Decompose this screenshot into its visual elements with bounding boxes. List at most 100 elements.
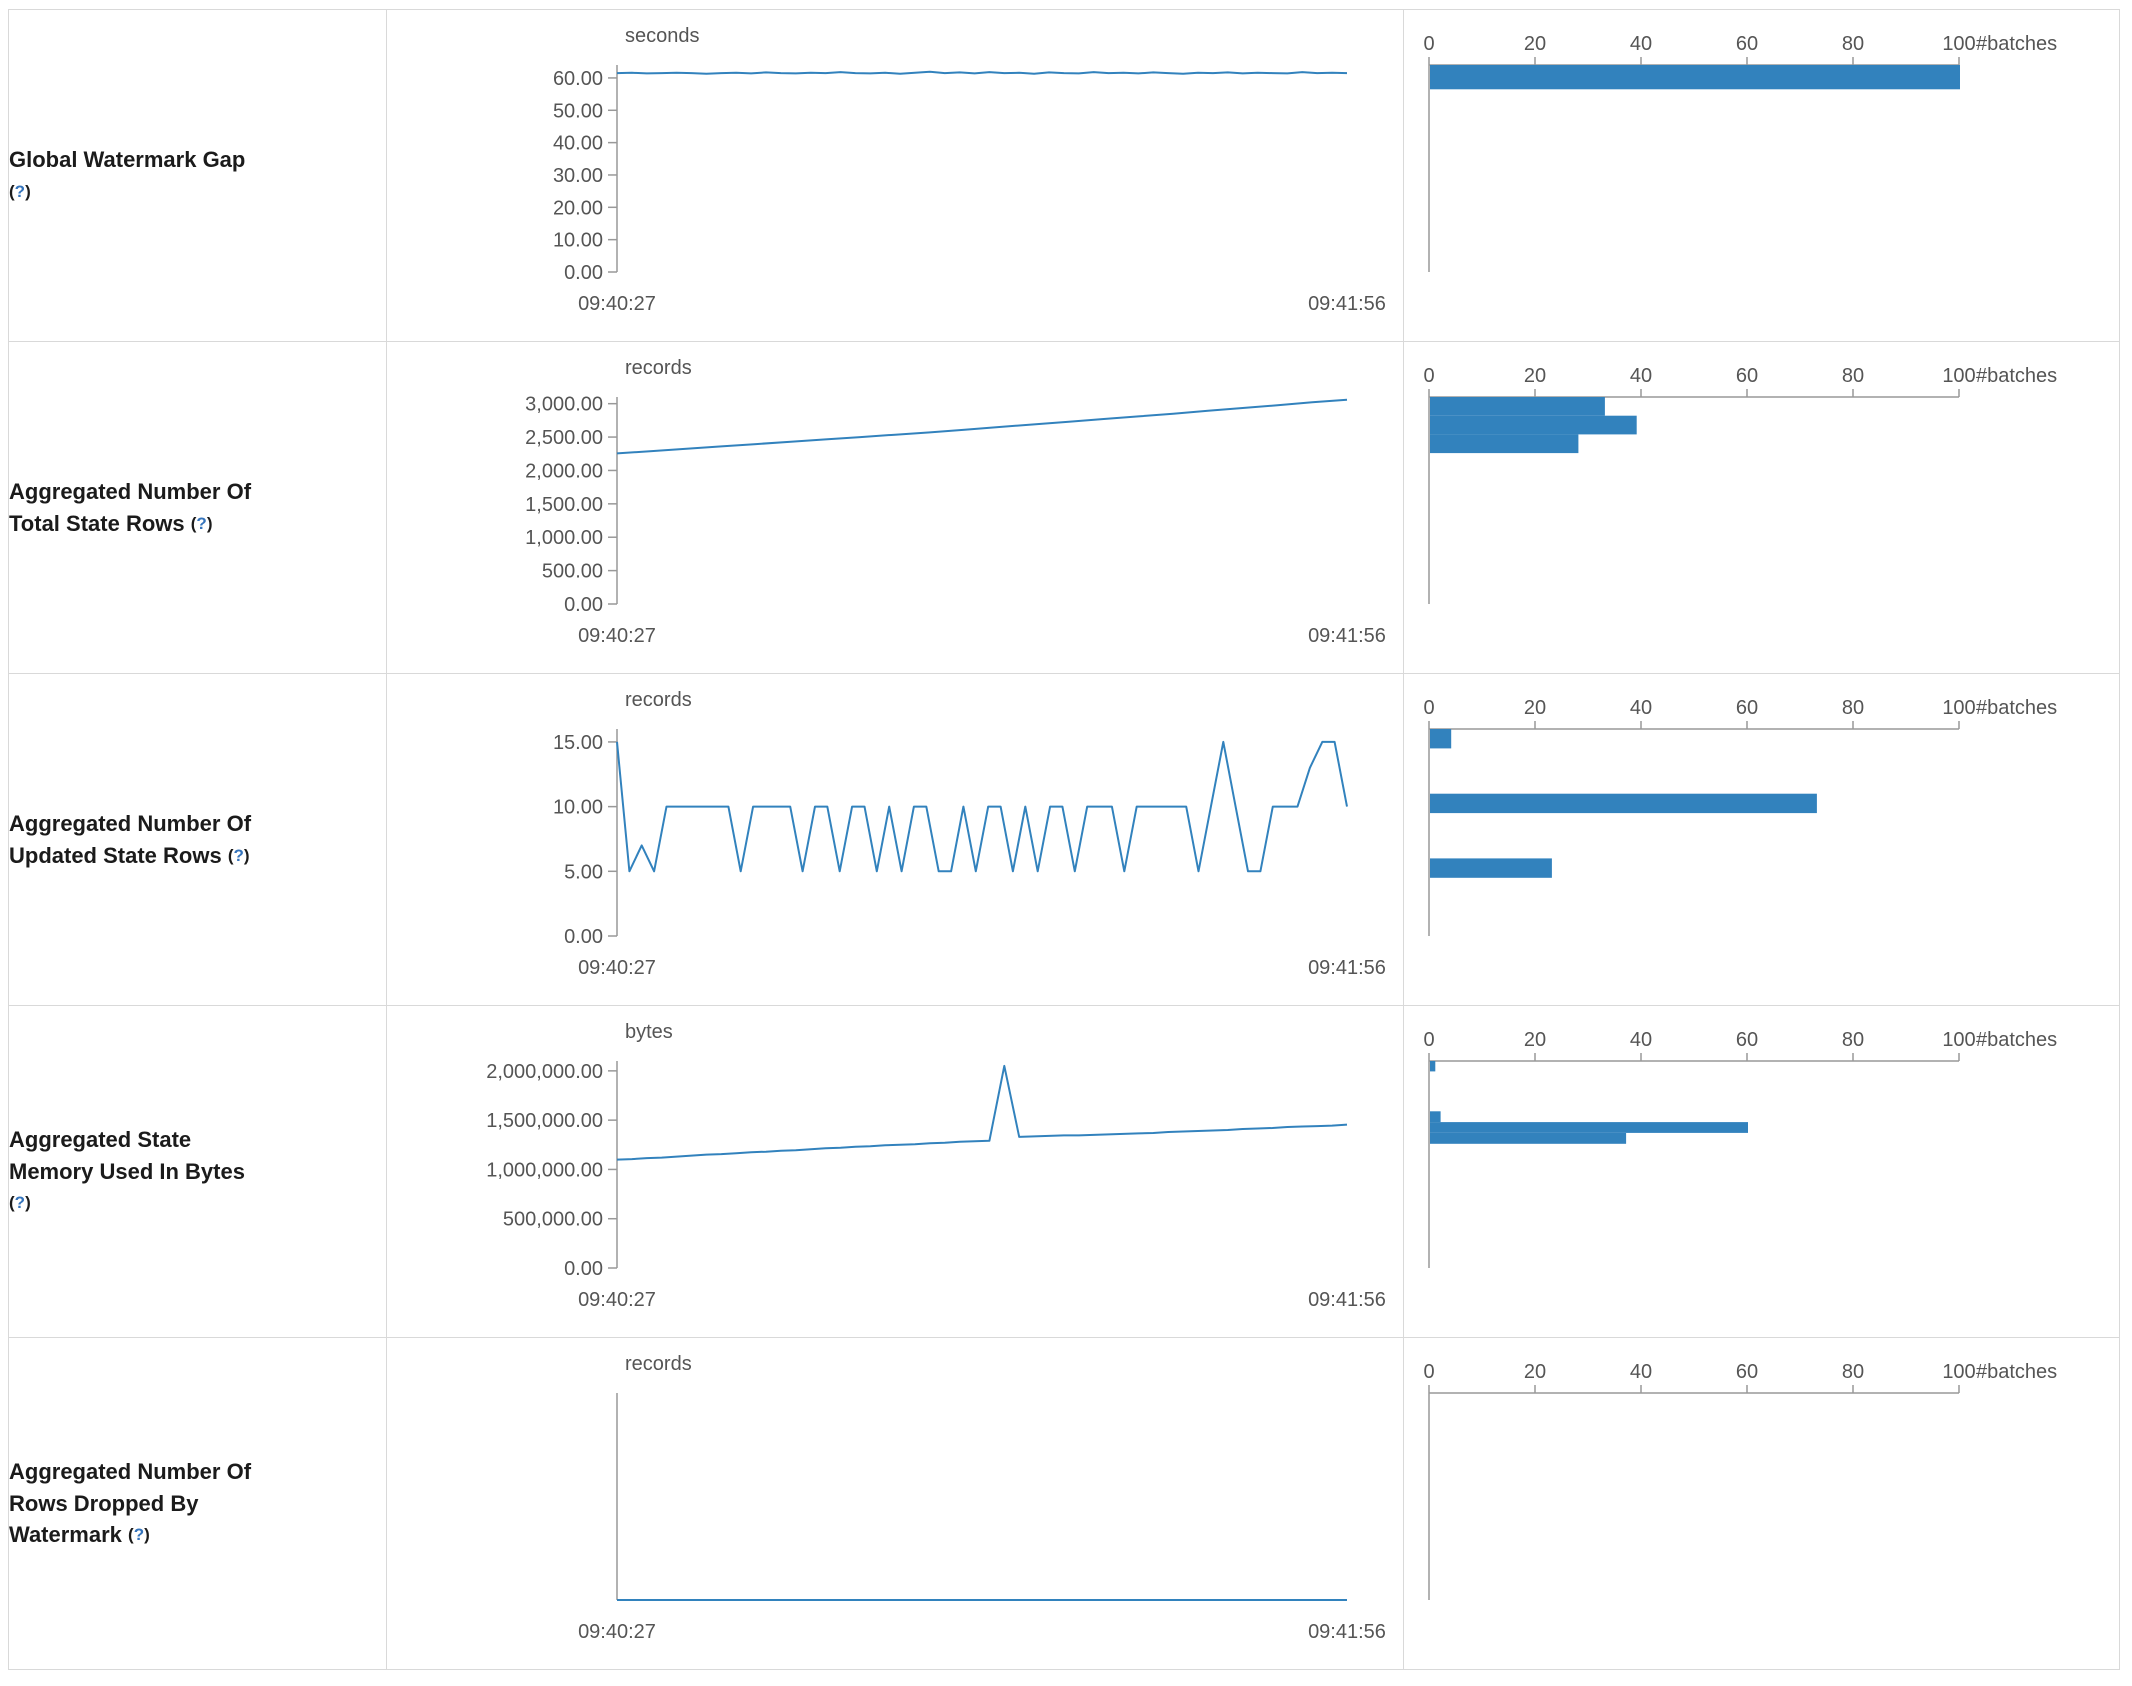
metric-label-text: Aggregated Number Of	[9, 810, 252, 836]
y-axis-tick-label: 500,000.00	[503, 1209, 603, 1231]
x-axis-unit-label: #batches	[1976, 1361, 2057, 1383]
histogram-bar	[1429, 434, 1579, 454]
histogram-bar	[1429, 397, 1605, 416]
help-link[interactable]: ?	[196, 513, 207, 533]
histogram-chart: 0 20 40 60 80 100 #batches	[1423, 1361, 2057, 1600]
metric-label: Aggregated State Memory Used In Bytes (?)	[9, 1124, 386, 1220]
y-axis-unit-label: bytes	[625, 1021, 673, 1043]
y-axis-tick-label: 50.00	[553, 100, 603, 122]
x-axis-tick-label: 60	[1736, 697, 1758, 719]
y-axis-tick-label: 2,000,000.00	[486, 1061, 603, 1083]
y-axis-unit-label: seconds	[625, 25, 700, 47]
x-axis-time-label: 09:41:56	[1308, 1621, 1386, 1643]
metric-label-text: Aggregated Number Of	[9, 478, 252, 504]
streaming-statistics-table: Global Watermark Gap (?) seconds 60.00 50.0…	[8, 9, 2121, 1670]
metric-name-cell: Aggregated Number Of Updated State Rows (…	[8, 673, 387, 1006]
y-axis-tick-label: 20.00	[553, 197, 603, 219]
table-row-aggregated-number-of-total-state-rows: Aggregated Number Of Total State Rows (?)…	[8, 341, 2121, 674]
x-axis-tick-label: 20	[1524, 697, 1546, 719]
metric-label-line: Total State Rows (?)	[9, 508, 386, 540]
x-axis-tick-label: 80	[1842, 33, 1864, 55]
metric-label-line: Memory Used In Bytes	[9, 1156, 386, 1188]
x-axis-tick-label: 100	[1942, 697, 1975, 719]
metric-name-cell: Aggregated Number Of Total State Rows (?)	[8, 341, 387, 674]
x-axis-tick-label: 0	[1423, 33, 1434, 55]
x-axis-tick-label: 40	[1630, 365, 1652, 387]
help-open-paren: (	[9, 181, 15, 201]
y-axis-tick-label: 1,000,000.00	[486, 1159, 603, 1181]
metric-label-text: Global Watermark Gap	[9, 146, 246, 172]
histogram-chart-cell: 0 20 40 60 80 100 #batches	[1402, 9, 2121, 342]
metric-label-line: Aggregated Number Of	[9, 808, 386, 840]
timeline-chart: seconds 60.00 50.00 40.00 30.00 20.00 10.00 0.0…	[553, 25, 1386, 315]
histogram-bar	[1429, 793, 1817, 814]
x-axis-time-label: 09:41:56	[1308, 957, 1386, 979]
histogram-bar	[1429, 415, 1637, 435]
x-axis-unit-label: #batches	[1976, 697, 2057, 719]
y-axis-tick-label: 1,000.00	[525, 527, 603, 549]
metric-label-line: Global Watermark Gap	[9, 144, 386, 176]
histogram-chart: 0 20 40 60 80 100 #batches	[1423, 1029, 2057, 1268]
histogram-bar	[1429, 729, 1451, 749]
histogram-chart: 0 20 40 60 80 100 #batches	[1423, 697, 2057, 936]
x-axis-tick-label: 60	[1736, 1029, 1758, 1051]
x-axis-time-label: 09:40:27	[578, 293, 656, 315]
histogram-chart: 0 20 40 60 80 100 #batches	[1423, 33, 2057, 272]
histogram-bar	[1429, 65, 1960, 90]
x-axis-tick-label: 0	[1423, 697, 1434, 719]
x-axis-unit-label: #batches	[1976, 1029, 2057, 1051]
line-series	[615, 740, 1348, 873]
x-axis-tick-label: 20	[1524, 33, 1546, 55]
x-axis-tick-label: 0	[1423, 365, 1434, 387]
x-axis-time-label: 09:40:27	[578, 957, 656, 979]
y-axis-tick-label: 3,000.00	[525, 394, 603, 416]
help-open-paren: (	[190, 513, 197, 533]
metric-label-text: Total State Rows	[9, 510, 185, 536]
table-row-aggregated-number-of-updated-state-rows: Aggregated Number Of Updated State Rows (…	[8, 673, 2121, 1006]
histogram-chart-cell: 0 20 40 60 80 100 #batches	[1402, 1337, 2121, 1670]
x-axis-tick-label: 40	[1630, 697, 1652, 719]
metric-label-line: Watermark (?)	[9, 1519, 386, 1551]
help-link[interactable]: ?	[233, 845, 244, 865]
metric-label-line: Rows Dropped By	[9, 1488, 386, 1520]
y-axis-tick-label: 60.00	[553, 68, 603, 90]
x-axis-tick-label: 80	[1842, 1029, 1864, 1051]
histogram-chart-cell: 0 20 40 60 80 100 #batches	[1402, 1005, 2121, 1338]
timeline-chart-cell: records 09:40:27 09:41:56	[385, 1337, 1404, 1670]
x-axis-tick-label: 80	[1842, 365, 1864, 387]
help-badge: (?)	[128, 1525, 150, 1544]
x-axis-tick-label: 40	[1630, 1361, 1652, 1383]
x-axis-tick-label: 40	[1630, 33, 1652, 55]
y-axis-tick-label: 500.00	[542, 561, 603, 583]
help-open-paren: (	[9, 1193, 15, 1213]
y-axis-tick-label: 15.00	[553, 732, 603, 754]
x-axis-tick-label: 100	[1942, 1361, 1975, 1383]
x-axis-tick-label: 100	[1942, 1029, 1975, 1051]
x-axis-tick-label: 40	[1630, 1029, 1652, 1051]
x-axis-time-label: 09:41:56	[1308, 625, 1386, 647]
help-link[interactable]: ?	[14, 181, 26, 201]
x-axis-time-label: 09:40:27	[578, 1289, 656, 1311]
metric-label-text: Rows Dropped By	[9, 1490, 199, 1516]
x-axis-tick-label: 20	[1524, 1029, 1546, 1051]
histogram-chart-cell: 0 20 40 60 80 100 #batches	[1402, 673, 2121, 1006]
timeline-chart: records 09:40:27 09:41:56	[578, 1353, 1386, 1643]
y-axis-tick-label: 0.00	[564, 594, 603, 616]
x-axis-tick-label: 80	[1842, 1361, 1864, 1383]
x-axis-tick-label: 0	[1423, 1029, 1434, 1051]
x-axis-tick-label: 60	[1736, 1361, 1758, 1383]
help-badge: (?)	[9, 182, 31, 201]
y-axis-tick-label: 2,500.00	[525, 427, 603, 449]
timeline-chart-cell: bytes 2,000,000.00 1,500,000.00 1,000,000.0…	[385, 1005, 1404, 1338]
timeline-chart: bytes 2,000,000.00 1,500,000.00 1,000,000.0…	[486, 1021, 1386, 1311]
help-link[interactable]: ?	[133, 1525, 145, 1545]
help-badge: (?)	[228, 846, 250, 865]
help-close-paren: )	[243, 845, 250, 865]
timeline-chart: records 15.00 10.00 5.00 0.00 09:40:27 09:41:5…	[553, 689, 1386, 979]
help-close-paren: )	[25, 181, 31, 201]
y-axis-tick-label: 10.00	[553, 230, 603, 252]
help-link[interactable]: ?	[14, 1193, 26, 1213]
timeline-chart: records 3,000.00 2,500.00 2,000.00 1,500.00 1…	[525, 357, 1386, 647]
help-badge: (?)	[191, 514, 213, 533]
metric-label-line: Aggregated Number Of	[9, 476, 386, 508]
